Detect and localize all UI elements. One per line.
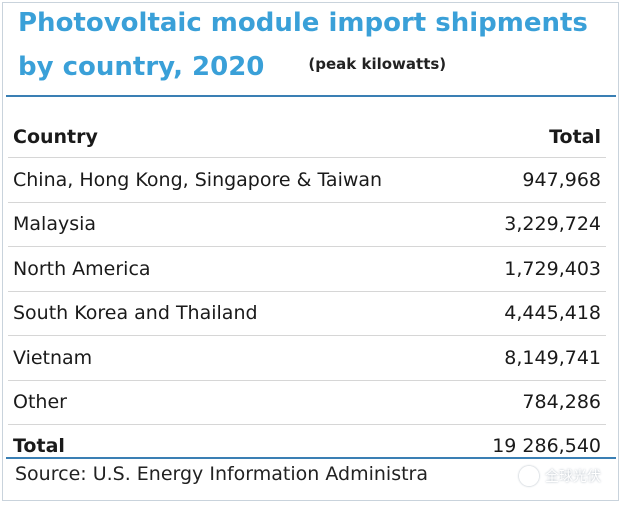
- total-value: 19 286,540: [492, 435, 601, 457]
- top-rule: [6, 95, 616, 97]
- country-cell: China, Hong Kong, Singapore & Taiwan: [8, 157, 464, 203]
- wechat-icon: [519, 466, 539, 486]
- table-row: Vietnam 8,149,741: [8, 335, 606, 381]
- title-line-1: Photovoltaic module import shipments: [18, 8, 588, 38]
- header-total: Total: [463, 117, 606, 158]
- source-note: Source: U.S. Energy Information Administ…: [15, 463, 428, 485]
- header-row: Country Total: [8, 117, 606, 158]
- total-cell: 3,229,724: [463, 202, 606, 247]
- country-cell: South Korea and Thailand: [8, 291, 464, 336]
- data-table: Country Total China, Hong Kong, Singapor…: [8, 117, 606, 467]
- country-cell: Vietnam: [8, 335, 464, 381]
- title-block: Photovoltaic module import shipments by …: [18, 4, 608, 86]
- watermark: 全球光伏: [519, 466, 601, 486]
- total-cell: 947,968: [463, 157, 606, 203]
- country-cell: Malaysia: [8, 202, 464, 247]
- bottom-rule: [6, 457, 616, 459]
- table-card: [2, 2, 619, 501]
- country-cell: Other: [8, 380, 464, 425]
- table-row: South Korea and Thailand 4,445,418: [8, 291, 606, 336]
- header-country: Country: [8, 117, 464, 158]
- table-row: North America 1,729,403: [8, 246, 606, 292]
- table-row: China, Hong Kong, Singapore & Taiwan 947…: [8, 157, 606, 203]
- total-row: Total 19 286,540: [8, 425, 606, 468]
- table-row: Malaysia 3,229,724: [8, 202, 606, 247]
- total-cell: 1,729,403: [463, 246, 606, 292]
- watermark-text: 全球光伏: [545, 469, 601, 485]
- title-line-2-row: by country, 2020 (peak kilowatts): [18, 48, 608, 86]
- title-line-2: by country, 2020: [18, 52, 265, 82]
- total-label: Total: [13, 435, 65, 457]
- unit-label: (peak kilowatts): [308, 55, 447, 73]
- total-cell: 4,445,418: [463, 291, 606, 336]
- country-cell: North America: [8, 246, 464, 292]
- total-cell: 8,149,741: [463, 335, 606, 381]
- table-row: Other 784,286: [8, 380, 606, 425]
- total-cell: 784,286: [463, 380, 606, 425]
